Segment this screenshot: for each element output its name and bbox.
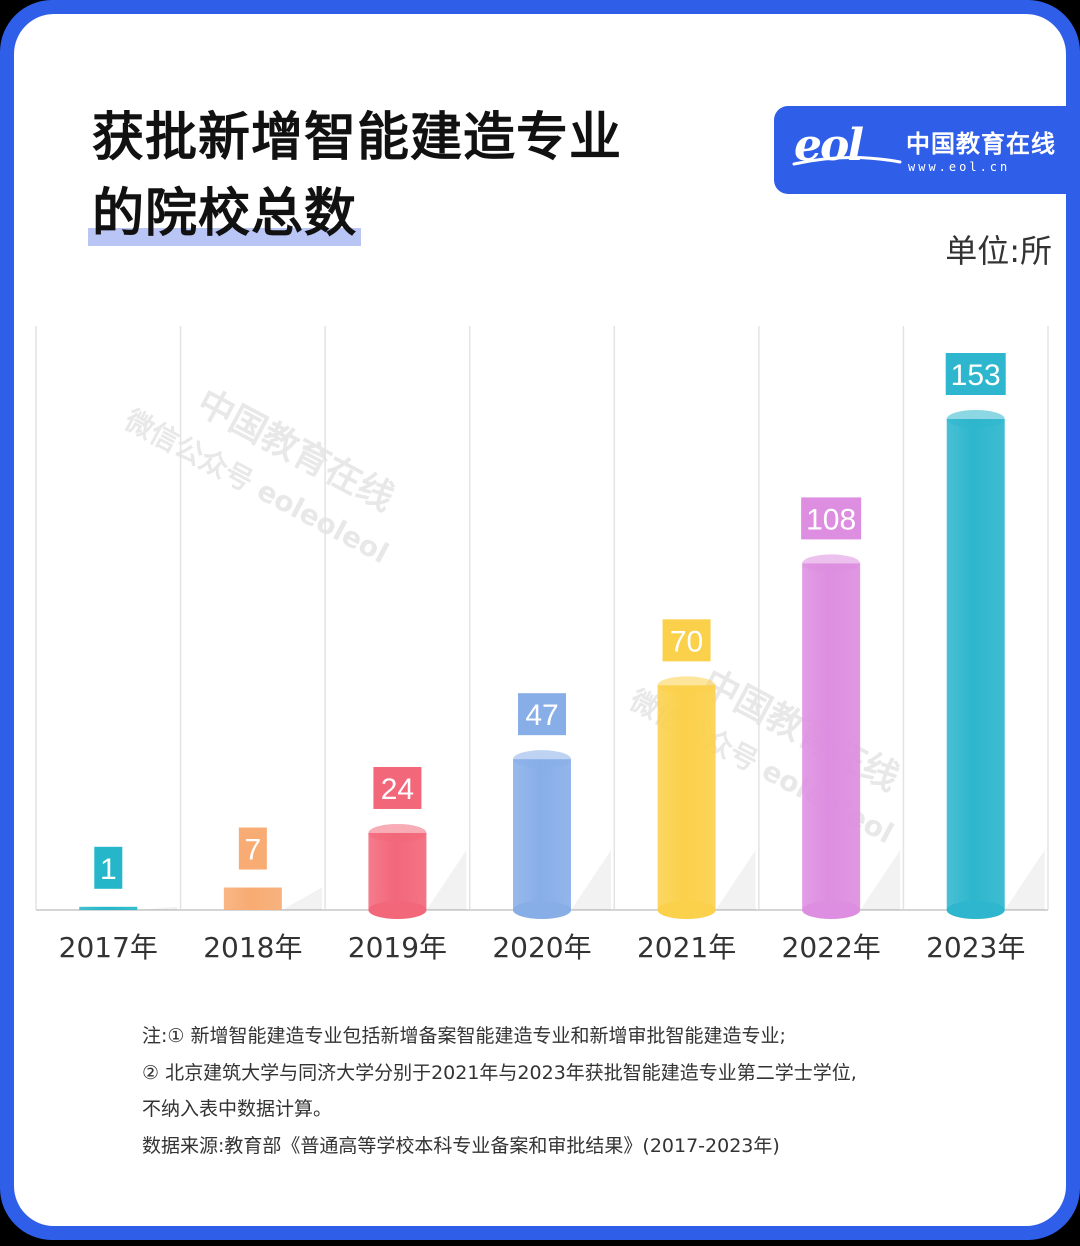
x-tick-label: 2019年: [348, 931, 447, 964]
bar-shadow: [860, 850, 901, 910]
x-tick-label: 2023年: [926, 931, 1025, 964]
bar-shadow: [715, 850, 756, 910]
eol-logo: eol 中国教育在线 www.eol.cn: [774, 106, 1066, 194]
value-label-box: [801, 497, 862, 540]
bar-top: [657, 676, 716, 695]
title-line-2: 的院校总数: [87, 176, 362, 252]
bar-chart: 1 2017年 7 2018年 24 2019年 47 2020年 70 2021年 108 2022…: [35, 326, 1049, 964]
x-tick-label: 2018年: [203, 931, 302, 964]
footnote-2: ② 北京建筑大学与同济大学分别于2021年与2023年获批智能建造专业第二学士学…: [142, 1061, 857, 1084]
value-label: 24: [381, 773, 414, 806]
bar-base: [513, 901, 571, 919]
value-label-box: [373, 766, 422, 809]
footnote-3: 不纳入表中数据计算。: [142, 1098, 333, 1120]
value-label: 7: [245, 834, 262, 867]
footnotes: 注:① 新增智能建造专业包括新增备案智能建造专业和新增审批智能建造专业; ② 北…: [142, 1018, 857, 1164]
bar: [513, 759, 571, 910]
value-label-box: [662, 619, 711, 662]
bar-shadow: [571, 850, 611, 910]
value-label: 108: [806, 503, 856, 536]
bar: [802, 563, 861, 910]
bar-top: [513, 750, 571, 769]
bar-top: [946, 410, 1005, 428]
bar-shadow: [426, 850, 467, 910]
bar-base: [657, 901, 716, 919]
value-label: 47: [525, 699, 558, 732]
value-label: 1: [100, 853, 117, 886]
value-label-box: [238, 827, 267, 870]
bar-top: [802, 554, 861, 573]
bar-base: [802, 901, 861, 919]
bar-base: [368, 901, 427, 919]
eol-logo-url: www.eol.cn: [908, 160, 1011, 174]
footnote-1: 注:① 新增智能建造专业包括新增备案智能建造专业和新增审批智能建造专业;: [142, 1025, 786, 1047]
bar-base: [946, 901, 1005, 919]
value-label-box: [518, 693, 566, 736]
bar: [368, 832, 427, 910]
bar: [79, 906, 138, 910]
x-tick-label: 2022年: [782, 931, 881, 964]
bar: [946, 419, 1005, 910]
bar: [223, 887, 282, 910]
bar-top: [368, 823, 427, 842]
bar: [657, 685, 716, 910]
infographic-card: 获批新增智能建造专业 的院校总数 eol 中国教育在线 www.eol.cn 单…: [14, 14, 1066, 1226]
x-tick-label: 2020年: [492, 931, 591, 964]
value-label: 153: [951, 359, 1001, 392]
chart-title: 获批新增智能建造专业 的院校总数: [87, 100, 623, 252]
bar-shadow: [1004, 850, 1045, 910]
x-tick-label: 2021年: [637, 931, 736, 964]
swoosh-icon: [792, 155, 902, 166]
bar-shadow: [281, 887, 322, 910]
title-line-1: 获批新增智能建造专业: [92, 108, 623, 168]
value-label-box: [94, 846, 123, 889]
eol-logo-name: 中国教育在线: [906, 130, 1056, 158]
unit-label: 单位:所: [945, 232, 1052, 270]
x-tick-label: 2017年: [59, 931, 158, 964]
value-label: 70: [670, 625, 703, 658]
bar-shadow: [137, 906, 178, 910]
data-source: 数据来源:教育部《普通高等学校本科专业备案和审批结果》(2017-2023年): [142, 1134, 780, 1157]
value-label-box: [945, 353, 1006, 395]
